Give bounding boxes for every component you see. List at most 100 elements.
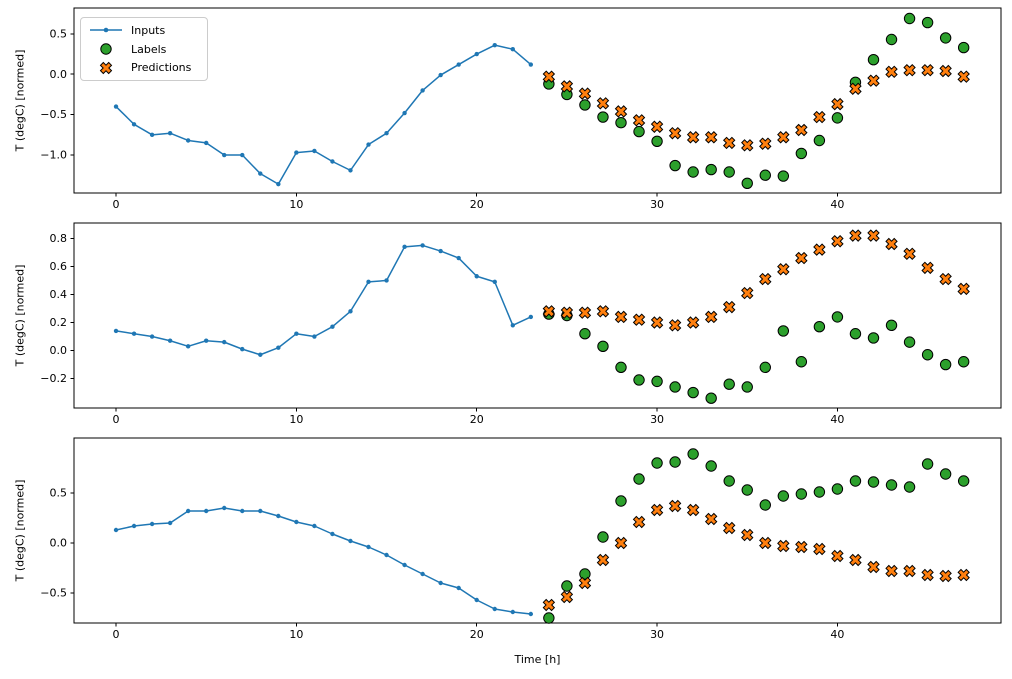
- inputs-marker: [276, 345, 281, 350]
- labels-marker: [957, 356, 970, 368]
- labels-marker: [939, 358, 952, 371]
- labels-marker: [633, 374, 645, 386]
- inputs-marker: [330, 159, 335, 164]
- inputs-marker: [366, 279, 371, 285]
- predictions-marker: [650, 120, 664, 133]
- predictions-marker: [686, 131, 700, 144]
- labels-marker: [651, 375, 663, 388]
- predictions-marker: [795, 251, 808, 265]
- inputs-marker: [240, 152, 245, 158]
- x-tick-label: 40: [830, 413, 844, 426]
- inputs-marker: [113, 328, 119, 334]
- labels-marker: [831, 112, 844, 124]
- inputs-marker: [330, 531, 335, 537]
- axes-frame: [73, 7, 1002, 194]
- inputs-marker: [366, 544, 371, 550]
- predictions-marker: [704, 131, 718, 144]
- inputs-marker: [510, 47, 515, 52]
- inputs-marker: [149, 334, 155, 339]
- inputs-marker: [185, 508, 191, 514]
- labels-marker: [759, 499, 771, 511]
- labels-marker: [849, 475, 862, 487]
- inputs-marker: [222, 152, 227, 158]
- predictions-marker: [578, 306, 592, 319]
- predictions-marker: [957, 568, 970, 582]
- predictions-marker: [867, 74, 880, 87]
- inputs-marker: [456, 255, 461, 261]
- labels-marker: [885, 33, 898, 46]
- labels-marker: [687, 166, 699, 178]
- predictions-marker: [813, 243, 826, 256]
- predictions-marker: [560, 590, 574, 604]
- y-tick-label: 0.0: [50, 68, 68, 81]
- predictions-marker: [578, 87, 592, 100]
- predictions-marker: [849, 229, 862, 242]
- labels-marker: [633, 473, 645, 485]
- y-tick-label: 0.5: [50, 487, 68, 500]
- predictions-marker: [957, 70, 970, 83]
- predictions-marker: [903, 564, 916, 578]
- predictions-marker: [632, 313, 646, 326]
- labels-marker: [903, 336, 916, 348]
- inputs-marker: [240, 508, 245, 514]
- labels-marker: [795, 356, 808, 368]
- y-tick-label: 0.6: [50, 260, 68, 273]
- labels-marker: [957, 41, 970, 54]
- y-tick-label: 0.5: [50, 27, 68, 40]
- labels-marker: [759, 361, 771, 374]
- labels-marker: [813, 134, 826, 147]
- inputs-marker: [167, 131, 173, 136]
- labels-circle-icon: [100, 43, 112, 55]
- inputs-marker: [474, 51, 479, 57]
- inputs-marker: [222, 505, 227, 511]
- y-axis-label: T (degC) [normed]: [14, 480, 27, 583]
- inputs-marker: [276, 513, 281, 519]
- inputs-marker: [456, 62, 461, 67]
- x-tick-label: 30: [650, 628, 664, 641]
- inputs-marker: [312, 148, 317, 154]
- inputs-marker: [258, 508, 263, 514]
- x-tick-label: 20: [470, 413, 484, 426]
- inputs-marker: [312, 523, 317, 529]
- labels-marker: [579, 568, 591, 580]
- y-tick-label: −1.0: [40, 149, 67, 162]
- predictions-marker: [903, 247, 916, 261]
- y-tick-label: −0.5: [40, 587, 67, 600]
- inputs-marker: [167, 520, 173, 526]
- predictions-marker: [614, 105, 628, 118]
- labels-marker: [921, 16, 934, 29]
- labels-marker: [795, 488, 808, 500]
- labels-marker: [705, 460, 717, 472]
- inputs-marker: [420, 88, 425, 93]
- x-tick-label: 0: [113, 628, 120, 641]
- predictions-marker: [741, 286, 754, 300]
- predictions-marker: [759, 536, 772, 550]
- labels-marker: [615, 361, 627, 374]
- inputs-marker: [203, 140, 209, 146]
- labels-marker: [849, 328, 862, 340]
- predictions-marker: [849, 553, 862, 567]
- labels-marker: [615, 495, 627, 507]
- y-tick-label: 0.2: [50, 316, 68, 329]
- inputs-marker: [348, 538, 353, 544]
- y-tick-label: −0.5: [40, 108, 67, 121]
- predictions-x-icon: [99, 61, 113, 74]
- labels-marker: [741, 484, 753, 496]
- predictions-marker: [777, 263, 790, 276]
- inputs-marker: [366, 142, 371, 147]
- inputs-marker: [528, 611, 534, 617]
- inputs-line: [115, 44, 532, 185]
- predictions-marker: [668, 319, 682, 332]
- labels-marker: [597, 340, 609, 353]
- predictions-marker: [921, 63, 934, 77]
- x-tick-label: 30: [650, 198, 664, 211]
- x-tick-label: 20: [470, 198, 484, 211]
- labels-marker: [669, 456, 681, 468]
- y-tick-label: −0.2: [40, 372, 67, 385]
- labels-marker: [651, 135, 663, 147]
- predictions-marker: [741, 139, 754, 152]
- inputs-marker: [510, 609, 515, 615]
- x-tick-label: 10: [289, 628, 303, 641]
- inputs-marker: [167, 338, 173, 343]
